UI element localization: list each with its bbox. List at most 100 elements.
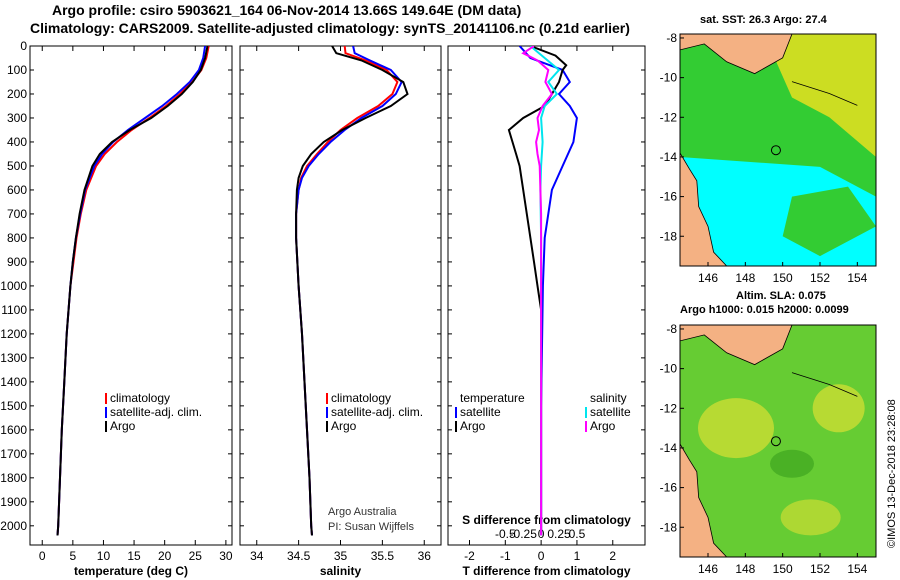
- land-queensland: [680, 152, 728, 266]
- sdiff-legend-label: salinity: [590, 391, 627, 405]
- sst-green-patch: [782, 186, 876, 257]
- map-x-tick-label: 154: [847, 562, 867, 576]
- x-tick-label: 34: [250, 549, 264, 563]
- map-y-tick-label: -8: [666, 322, 677, 336]
- series-group-differences: [507, 46, 578, 536]
- x-tick-label: 2: [609, 549, 616, 563]
- y-tick-label: 1900: [0, 495, 27, 509]
- argo-position-marker: [770, 436, 781, 447]
- temperature-legend-label: Argo: [110, 419, 136, 433]
- plot-frame-temperature: [29, 45, 233, 546]
- sst-warm-region: [764, 34, 876, 157]
- temperature-legend-swatch: [105, 393, 107, 404]
- series-group-salinity: [295, 46, 409, 536]
- temperature-legend-label: satellite-adj. clim.: [110, 405, 202, 419]
- y-tick-label: 200: [7, 87, 27, 101]
- map-x-tick-label: 152: [810, 562, 830, 576]
- map-y-tick-label: -18: [660, 520, 678, 534]
- y-tick-label: 1400: [0, 375, 27, 389]
- map-frame: [679, 33, 877, 267]
- map-x-tick-label: 150: [773, 562, 793, 576]
- sla-map-title: Altim. SLA: 0.075: [736, 290, 826, 302]
- sst-map-field: [680, 34, 876, 266]
- series-line-argo: [56, 46, 209, 536]
- land-queensland: [680, 443, 728, 557]
- argo-position-marker: [770, 145, 781, 156]
- sdiff-legend-label: satellite: [590, 405, 631, 419]
- y-tick-label: 1600: [0, 423, 27, 437]
- x-tick-label: 34.5: [287, 549, 311, 563]
- map-x-tick-label: 146: [698, 562, 718, 576]
- salinity-legend-label: Argo: [331, 419, 357, 433]
- sla-map-argo-heights: Argo h1000: 0.015 h2000: 0.0099: [680, 304, 849, 316]
- map-y-tick-label: -16: [660, 190, 678, 204]
- map-y-tick-label: -8: [666, 31, 677, 45]
- sla-high-patch: [698, 398, 774, 459]
- x-tick-label: 10: [97, 549, 111, 563]
- temperature-legend-swatch: [105, 421, 107, 432]
- series-line-salinity-satellite: [529, 46, 561, 536]
- salinity-legend-label: satellite-adj. clim.: [331, 405, 423, 419]
- y-tick-label: 0: [20, 39, 27, 53]
- map-y-tick-label: -16: [660, 481, 678, 495]
- x-tick-label: 0: [39, 549, 46, 563]
- tdiff-legend-label: satellite: [460, 405, 501, 419]
- series-line-temperature-satellite: [518, 46, 578, 536]
- sdiff-legend-swatch: [585, 421, 587, 432]
- map-x-tick-label: 152: [810, 271, 830, 285]
- series-group-temperature: [56, 46, 210, 536]
- series-line-satellite-adj-clim-: [56, 46, 207, 536]
- temperature-legend-label: climatology: [110, 391, 170, 405]
- y-tick-label: 1100: [1, 303, 27, 317]
- tdiff-legend-swatch: [455, 421, 457, 432]
- x-tick-label-top: -0.5: [495, 527, 516, 541]
- x-tick-label-top: -0.25: [510, 527, 538, 541]
- y-tick-label: 1700: [0, 447, 27, 461]
- x-tick-label: 25: [189, 549, 203, 563]
- sdiff-legend-label: Argo: [590, 419, 616, 433]
- temperature-legend-swatch: [105, 407, 107, 418]
- y-tick-label: 400: [7, 135, 27, 149]
- sdiff-legend-swatch: [585, 407, 587, 418]
- map-x-tick-label: 150: [773, 271, 793, 285]
- sla-map: [679, 324, 877, 558]
- x-axis-label: salinity: [320, 564, 362, 578]
- map-x-tick-label: 148: [735, 271, 755, 285]
- plot-frame-differences: [447, 45, 646, 546]
- x-tick-label: 30: [219, 549, 233, 563]
- map-y-tick-label: -14: [660, 150, 678, 164]
- y-tick-label: 1300: [0, 351, 27, 365]
- land-png: [680, 34, 793, 75]
- sla-high-patch: [780, 499, 841, 536]
- series-line-temperature-argo: [507, 46, 568, 536]
- x-axis-label: temperature (deg C): [74, 564, 188, 578]
- y-tick-label: 1000: [0, 279, 27, 293]
- y-tick-label: 1500: [0, 399, 27, 413]
- series-line-argo: [295, 46, 409, 536]
- x-tick-label: 35.5: [371, 549, 395, 563]
- series-line-climatology: [56, 46, 210, 536]
- tdiff-legend-swatch: [455, 407, 457, 418]
- map-y-tick-label: -10: [660, 71, 678, 85]
- sst-map-title: sat. SST: 26.3 Argo: 27.4: [700, 14, 827, 26]
- x-axis-label: T difference from climatology: [462, 564, 630, 578]
- y-tick-label: 600: [7, 183, 27, 197]
- x-tick-label-top: 0.25: [547, 527, 571, 541]
- annotation-argo-australia: Argo Australia: [328, 506, 397, 518]
- x-tick-label: 36: [418, 549, 432, 563]
- plot-frame-salinity: [239, 45, 442, 546]
- map-y-tick-label: -12: [660, 110, 678, 124]
- tdiff-legend-label: temperature: [460, 391, 525, 405]
- x-tick-label: -1: [500, 549, 511, 563]
- plot-title-line2: Climatology: CARS2009. Satellite-adjuste…: [30, 20, 630, 36]
- y-tick-label: 700: [7, 207, 27, 221]
- tdiff-legend-label: Argo: [460, 419, 486, 433]
- sst-map: [679, 33, 877, 267]
- x-tick-label: 0: [538, 549, 545, 563]
- y-tick-label: 100: [7, 63, 27, 77]
- x-tick-label: 35: [334, 549, 348, 563]
- sla-low-patch: [770, 449, 814, 478]
- map-x-tick-label: 154: [847, 271, 867, 285]
- annotation-pi-name: PI: Susan Wijffels: [328, 521, 414, 533]
